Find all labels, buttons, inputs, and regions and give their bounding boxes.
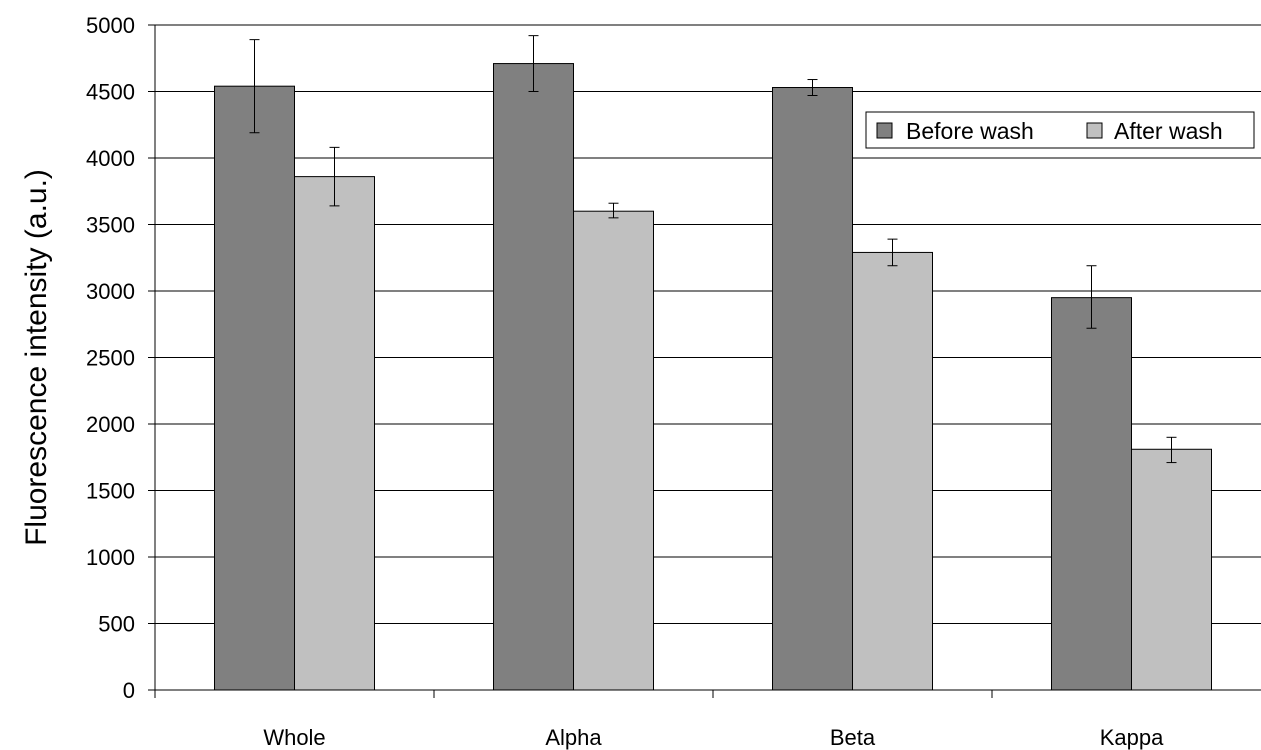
y-tick-label: 2000 (86, 412, 135, 437)
y-tick-label: 1500 (86, 479, 135, 504)
x-tick-label: Kappa (1100, 725, 1164, 750)
bar (1051, 297, 1132, 691)
y-tick-label: 4500 (86, 80, 135, 105)
y-tick-label: 3000 (86, 279, 135, 304)
x-tick-label: Alpha (545, 725, 602, 750)
x-tick-label: Beta (830, 725, 876, 750)
bar (1131, 448, 1212, 691)
bar (852, 251, 933, 691)
bar (772, 87, 853, 691)
y-tick-label: 5000 (86, 13, 135, 38)
bar (294, 176, 375, 691)
x-tick-label: Whole (263, 725, 325, 750)
error-bars (249, 35, 1177, 464)
y-tick-label: 1000 (86, 545, 135, 570)
legend-swatch-after-wash (1086, 122, 1103, 139)
ticks: 0 500 1000 1500 2000 2500 3000 3500 4000 4500 5000… (86, 13, 1164, 750)
legend-box (865, 111, 1255, 149)
legend: Before wash After wash (865, 111, 1255, 149)
y-axis-title: Fluorescence intensity (a.u.) (20, 169, 53, 546)
bar (214, 85, 295, 691)
bar (573, 210, 654, 691)
legend-swatch-before-wash (876, 122, 893, 139)
y-tick-label: 3500 (86, 213, 135, 238)
y-tick-label: 500 (98, 612, 135, 637)
bar (493, 63, 574, 691)
y-tick-label: 4000 (86, 146, 135, 171)
legend-label-before-wash: Before wash (906, 118, 1034, 144)
legend-label-after-wash: After wash (1114, 118, 1223, 144)
y-tick-label: 2500 (86, 346, 135, 371)
y-tick-label: 0 (123, 678, 135, 703)
